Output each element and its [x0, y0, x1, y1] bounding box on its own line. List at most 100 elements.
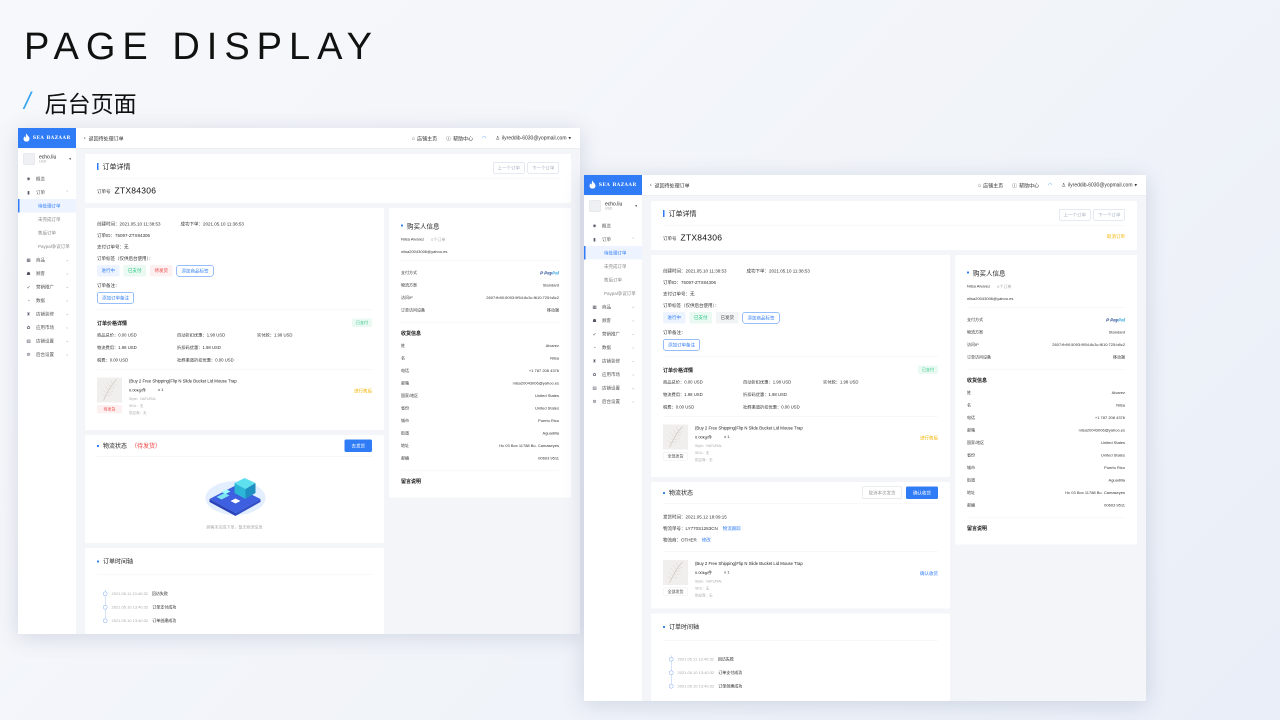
order-icon: ▮: [27, 189, 30, 195]
order-number-label: 订单号: [663, 235, 677, 241]
sidebar-subitem[interactable]: Paypal争议订单: [38, 244, 70, 249]
sidebar-item[interactable]: ✺ 概览: [584, 219, 642, 233]
sidebar-item[interactable]: ◔ 数据 ⌄: [18, 294, 76, 308]
timeline-title: 订单时间轴: [669, 623, 700, 631]
timeline-node-icon: [669, 670, 674, 675]
sidebar-subitem[interactable]: 未完成订单: [604, 264, 627, 269]
sidebar-item[interactable]: ☗ 顾客 ⌄: [584, 314, 642, 328]
sidebar-item[interactable]: ▦ 商品 ⌄: [584, 300, 642, 314]
shipping-label: 地址: [401, 443, 409, 449]
buyer-info-label: 订单访问设备: [401, 308, 425, 313]
sidebar-subitem[interactable]: 待处理订单: [584, 246, 642, 260]
shipping-value: Nilsa: [1116, 403, 1125, 408]
sidebar-subitem[interactable]: 待处理订单: [18, 199, 76, 213]
cancel-shipment-button[interactable]: 取消本次发货: [861, 486, 902, 499]
price-cell: 自动折扣优惠：1.98 USD: [743, 379, 792, 385]
next-order-button[interactable]: 下一个订单: [527, 162, 559, 174]
ship-button[interactable]: 去发货: [344, 439, 372, 452]
add-note-button[interactable]: 添加订单备注: [97, 292, 135, 304]
header-link[interactable]: ⌂ 店铺主页: [412, 134, 437, 142]
account-menu[interactable]: ♙ ilyreddib-6030@yopmail.com ▾: [1061, 182, 1137, 188]
product-item: 全部发货 (Buy 2 Free Shipping)Flip N Slide Bu…: [663, 558, 938, 607]
sidebar-item[interactable]: ✿ 应用市场 ⌄: [18, 321, 76, 335]
back-link[interactable]: ‹ 返回待处理订单: [650, 181, 690, 189]
chevron-down-icon: ⌄: [631, 399, 635, 404]
order-tag: 进行中: [663, 312, 686, 324]
sidebar-subitem[interactable]: 售后订单: [604, 277, 623, 283]
sidebar-item[interactable]: ◔ 数据 ⌄: [584, 341, 642, 355]
product-icon: ▦: [26, 257, 31, 263]
sidebar-item[interactable]: ✺ 概览: [18, 172, 76, 186]
sidebar-subitem[interactable]: 售后订单: [38, 230, 57, 236]
sidebar-subitem[interactable]: 未完成订单: [38, 217, 61, 222]
product-details: (Buy 2 Free Shipping)Flip N Slide Bucket…: [695, 425, 803, 465]
sidebar-item[interactable]: ✿ 应用市场 ⌄: [584, 368, 642, 382]
shipping-label: 省份: [967, 453, 975, 458]
back-link[interactable]: ‹ 返回待处理订单: [84, 134, 124, 142]
logo[interactable]: SEA BAZAAR: [18, 128, 76, 148]
sidebar-item[interactable]: ▮ 订单 ⌃: [18, 186, 76, 200]
track-link[interactable]: 物流跟踪: [722, 526, 741, 531]
sidebar-item-label: 店铺设置: [36, 338, 55, 344]
header-link[interactable]: ⓘ 帮助中心: [446, 134, 473, 142]
sidebar-item[interactable]: ☗ 顾客 ⌄: [18, 267, 76, 281]
product-action-link[interactable]: 进行售后: [353, 388, 372, 394]
price-cell: 物流费用：1.98 USD: [663, 392, 703, 397]
add-note-button[interactable]: 添加订单备注: [663, 339, 701, 351]
buyer-name[interactable]: Nilsa Alvarez: [967, 284, 991, 289]
header-link[interactable]: ⓘ 帮助中心: [1012, 181, 1039, 189]
confirm-receipt-button[interactable]: 确认收货: [905, 486, 938, 499]
sidebar-item-label: 店铺装修: [36, 311, 55, 317]
sidebar-item[interactable]: ▤ 店铺设置 ⌄: [18, 334, 76, 348]
cancel-order-link[interactable]: 取消订单: [1106, 234, 1125, 239]
sidebar-item[interactable]: ⚙ 后台设置 ⌄: [584, 395, 642, 409]
admin-window-pending: SEA BAZAAR ‹ 返回待处理订单 ⌂ 店铺主页 ⓘ 帮助中心 ◠ ♙ ilyreddib-…: [18, 128, 580, 634]
shipping-row: 邮编 00603 9511: [401, 452, 559, 465]
sidebar-item[interactable]: ▮ 订单 ⌃: [584, 233, 642, 247]
shipping-row: 邮箱 nilsa20043006@yahoo.es: [401, 377, 559, 390]
next-order-button[interactable]: 下一个订单: [1093, 209, 1125, 221]
product-qty: x 1: [724, 570, 730, 575]
add-tag-button[interactable]: 添加商品标签: [742, 312, 780, 324]
product-title[interactable]: (Buy 2 Free Shipping)Flip N Slide Bucket…: [129, 378, 237, 384]
product-title[interactable]: (Buy 2 Free Shipping)Flip N Slide Bucket…: [695, 561, 803, 566]
buyer-info-label: 订单访问设备: [967, 355, 991, 360]
prev-order-button[interactable]: 上一个订单: [492, 162, 525, 174]
order-times: 创建时间：2021.05.10 11:38:53 成功下单：2021.05.10 …: [663, 265, 938, 277]
product-title[interactable]: (Buy 2 Free Shipping)Flip N Slide Bucket…: [695, 425, 803, 431]
sidebar-item[interactable]: ➶ 营销推广 ⌄: [584, 327, 642, 341]
header-link[interactable]: ⌂ 店铺主页: [978, 181, 1003, 189]
timeline-item: 2021.05.11 13:40:32 回访失败: [103, 587, 372, 601]
sidebar-item[interactable]: ♜ 店铺装修 ⌄: [18, 307, 76, 321]
logo[interactable]: SEA BAZAAR: [584, 175, 642, 195]
logistics-empty-state: 顾客未完成下单，暂无物流信息: [97, 457, 372, 543]
account-menu[interactable]: ♙ ilyreddib-6030@yopmail.com ▾: [495, 135, 571, 141]
page-title: 订单详情: [668, 209, 697, 218]
order-note-actions: 添加订单备注: [97, 292, 372, 304]
sidebar-item[interactable]: ♜ 店铺装修 ⌄: [584, 354, 642, 368]
store-info: echo.liu USD: [605, 202, 622, 211]
sidebar-item[interactable]: ⚙ 后台设置 ⌄: [18, 348, 76, 362]
buyer-name-row: Nilsa Alvarez 0个订单: [401, 237, 559, 243]
price-cell: 商品总价：0.00 USD: [663, 379, 703, 385]
add-tag-button[interactable]: 添加商品标签: [176, 265, 214, 277]
product-supplier: 供应商：无: [695, 458, 713, 463]
buyer-email: nilsa20043006@yahoo.es: [401, 249, 448, 255]
price-cell: [257, 357, 337, 363]
store-switcher[interactable]: echo.liu USD ▾: [18, 153, 76, 172]
product-action-link[interactable]: 确认收货: [919, 571, 938, 576]
sidebar-item[interactable]: ▤ 店铺设置 ⌄: [584, 381, 642, 395]
shipping-value: Puerto Rico: [1104, 465, 1125, 471]
sidebar-subitem[interactable]: Paypal争议订单: [604, 291, 636, 296]
sidebar-item[interactable]: ➶ 营销推广 ⌄: [18, 280, 76, 294]
sidebar-item[interactable]: ▦ 商品 ⌄: [18, 253, 76, 267]
buyer-name[interactable]: Nilsa Alvarez: [401, 237, 425, 242]
product-action-link[interactable]: 进行售后: [919, 435, 938, 441]
edit-carrier-link[interactable]: 修改: [701, 537, 711, 543]
prev-order-button[interactable]: 上一个订单: [1058, 209, 1091, 221]
price-cell: 自动折扣优惠：1.98 USD: [177, 332, 226, 338]
buyer-info-label: 支付方式: [401, 270, 417, 276]
shipping-label: 名: [401, 356, 405, 361]
store-switcher[interactable]: echo.liu USD ▾: [584, 200, 642, 219]
divider: [401, 260, 559, 261]
